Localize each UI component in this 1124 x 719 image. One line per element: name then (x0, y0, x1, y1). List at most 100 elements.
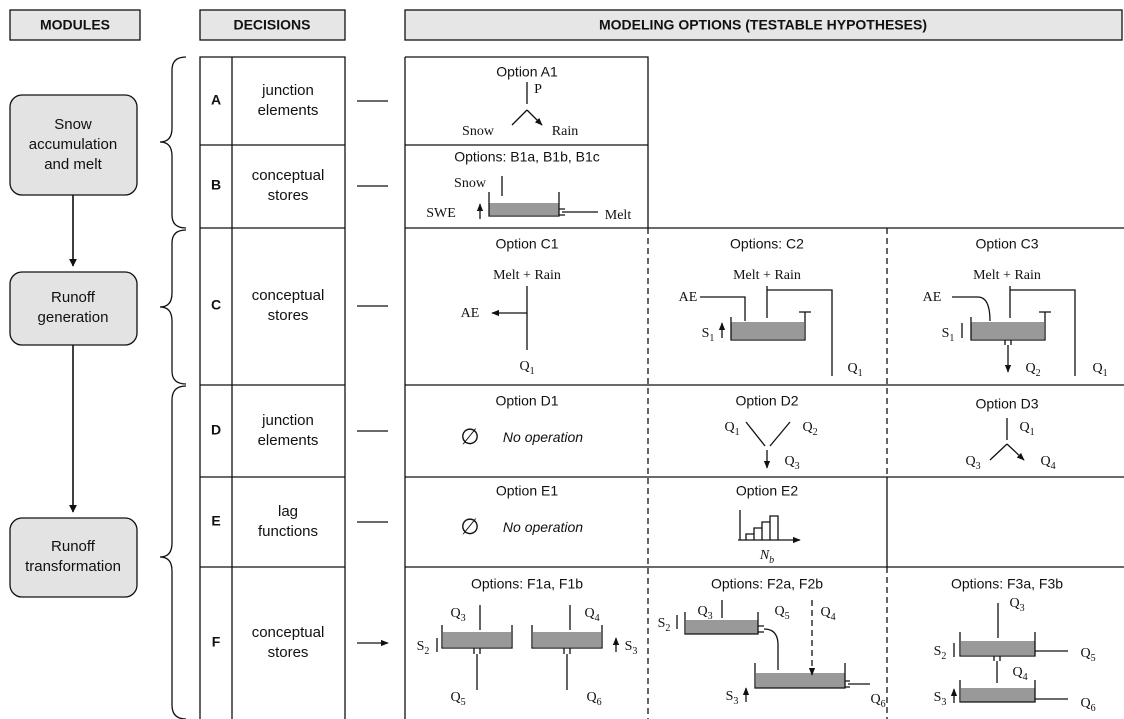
label-text: Snow (462, 124, 495, 139)
diagram-label: Snow (462, 124, 495, 139)
label-text: AE (679, 290, 698, 305)
label-subscript: 3 (1020, 603, 1025, 614)
option-title: Option D2 (735, 393, 798, 409)
connector (199, 56, 346, 719)
diagram-label: AE (461, 306, 480, 321)
label-subscript: 2 (1036, 368, 1041, 379)
header: DECISIONS (233, 17, 310, 33)
diagram-label: Q1 (724, 420, 739, 438)
module-label: Runoff (51, 289, 96, 306)
label-text: S (417, 639, 425, 654)
label-text: S (702, 326, 710, 341)
module-label: transformation (25, 558, 121, 575)
module-label: generation (38, 309, 109, 326)
label-text: S (942, 326, 950, 341)
diagram-label: Q1 (1019, 420, 1034, 438)
connector (647, 228, 888, 719)
connector (159, 385, 187, 719)
diagram-label: Q4 (1040, 454, 1055, 472)
label-subscript: 1 (1030, 427, 1035, 438)
label-subscript: b (769, 555, 774, 566)
option-title: Options: C2 (730, 236, 804, 252)
label-text: AE (923, 290, 942, 305)
connector (745, 421, 791, 468)
label-text: Q (584, 606, 594, 621)
connector (970, 311, 1051, 345)
label-subscript: 5 (785, 611, 790, 622)
diagram-label: Q3 (965, 454, 980, 472)
diagram-label: S1 (702, 326, 715, 344)
header: MODULES (40, 17, 110, 33)
diagram-label: Q2 (1025, 361, 1040, 379)
label-text: Q (1012, 665, 1022, 680)
label-text: AE (461, 306, 480, 321)
diagram-label: Q2 (802, 420, 817, 438)
diagram-label: Snow (454, 176, 487, 191)
label-text: S (658, 616, 666, 631)
label-subscript: 1 (858, 368, 863, 379)
label-subscript: 4 (1051, 461, 1056, 472)
label-text: Rain (552, 124, 578, 139)
diagram-label: Q3 (450, 606, 465, 624)
label-text: Q (450, 690, 460, 705)
label-subscript: 3 (461, 613, 466, 624)
diagram-label: Q1 (1092, 361, 1107, 379)
label-subscript: 3 (632, 646, 637, 657)
diagram-label: Q4 (1012, 665, 1027, 683)
label-text: S (726, 689, 734, 704)
label-subscript: 3 (708, 611, 713, 622)
label-subscript: 6 (597, 697, 602, 708)
label-text: Q (450, 606, 460, 621)
diagram-label: AE (923, 290, 942, 305)
diagram-label: Q5 (774, 604, 789, 622)
label-text: Q (1009, 596, 1019, 611)
label-subscript: 1 (735, 427, 740, 438)
decision-label: elements (258, 102, 319, 119)
connector (745, 515, 779, 540)
label-text: No operation (503, 429, 583, 445)
decision-letter: C (211, 297, 221, 313)
label-subscript: 2 (424, 646, 429, 657)
connector (488, 192, 565, 217)
module-label: accumulation (29, 136, 117, 153)
label-text: Melt + Rain (493, 268, 561, 283)
connector (959, 632, 1036, 703)
label-text: Snow (454, 176, 487, 191)
box (9, 517, 138, 598)
label-subscript: 6 (881, 699, 886, 710)
diagram-label: Rain (552, 124, 578, 139)
module-label: and melt (44, 156, 102, 173)
label-text: S (934, 644, 942, 659)
label-text: S (934, 690, 942, 705)
decision-label: elements (258, 432, 319, 449)
option-title: Options: F3a, F3b (951, 576, 1063, 592)
label-subscript: 6 (1091, 703, 1096, 714)
diagram-label: Q6 (870, 692, 885, 710)
diagram-label: Melt (605, 208, 632, 223)
label-text: Melt + Rain (973, 268, 1041, 283)
option-title: Option E2 (736, 483, 798, 499)
label-text: ∅ (460, 424, 479, 449)
connector (738, 510, 800, 540)
box (533, 632, 601, 647)
connector (952, 286, 1076, 376)
label-subscript: 1 (709, 333, 714, 344)
label-text: Q (820, 605, 830, 620)
diagram-label: Q4 (820, 605, 835, 623)
label-text: P (534, 82, 542, 97)
label-text: Q (870, 692, 880, 707)
connector (954, 603, 1068, 703)
option-title: Option A1 (496, 64, 558, 80)
label-text: Q (586, 690, 596, 705)
label-subscript: 1 (949, 333, 954, 344)
label-subscript: 1 (530, 366, 535, 377)
option-title: Option C3 (975, 236, 1038, 252)
diagram-label: Q5 (1080, 646, 1095, 664)
option-title: Options: F2a, F2b (711, 576, 823, 592)
label-text: Q (1080, 646, 1090, 661)
label-text: Q (1019, 420, 1029, 435)
decision-label: conceptual (252, 624, 325, 641)
diagram-label: S3 (934, 690, 947, 708)
label-subscript: 2 (813, 427, 818, 438)
